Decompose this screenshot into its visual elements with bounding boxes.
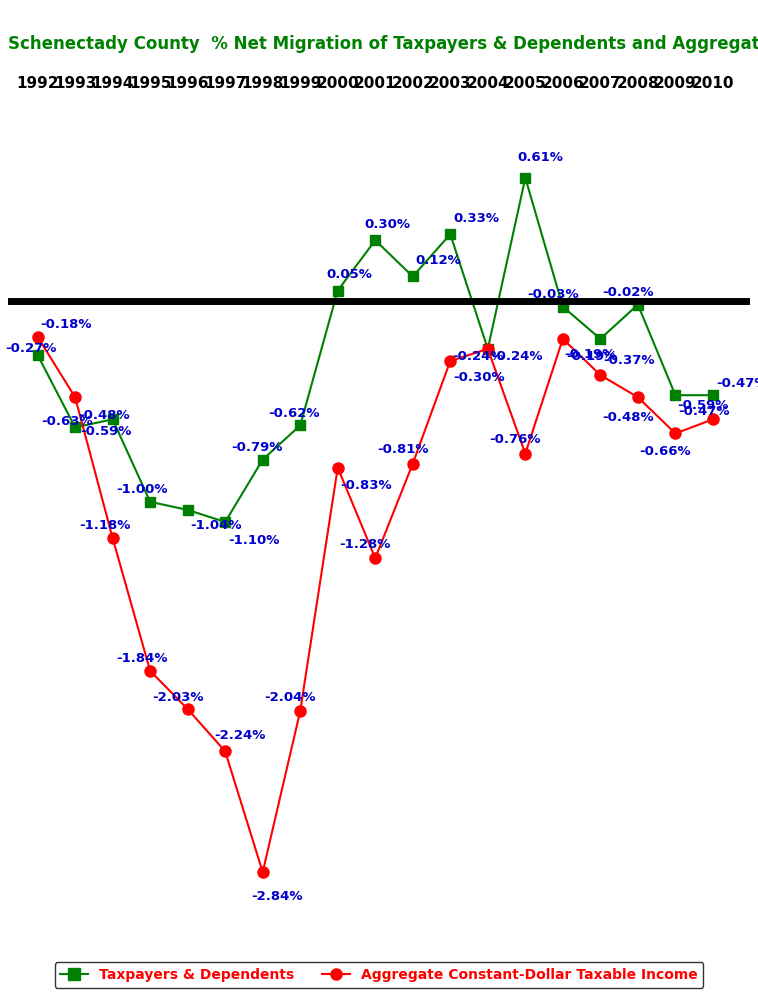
Text: 2004: 2004 bbox=[466, 77, 509, 91]
Text: -0.48%: -0.48% bbox=[602, 411, 654, 423]
Text: 0.30%: 0.30% bbox=[364, 218, 410, 231]
Text: -0.19%: -0.19% bbox=[565, 351, 617, 364]
Text: -2.03%: -2.03% bbox=[152, 691, 203, 704]
Text: 1993: 1993 bbox=[54, 77, 96, 91]
Text: -0.63%: -0.63% bbox=[42, 414, 93, 427]
Text: -0.59%: -0.59% bbox=[81, 424, 132, 438]
Text: 2001: 2001 bbox=[354, 77, 396, 91]
Text: -0.83%: -0.83% bbox=[341, 479, 393, 492]
Text: Schenectady County  % Net Migration of Taxpayers & Dependents and Aggregate Cons: Schenectady County % Net Migration of Ta… bbox=[8, 35, 758, 53]
Text: 1992: 1992 bbox=[17, 77, 59, 91]
Text: -2.84%: -2.84% bbox=[252, 890, 303, 903]
Text: 0.33%: 0.33% bbox=[453, 212, 500, 225]
Text: -0.37%: -0.37% bbox=[603, 355, 655, 368]
Text: -0.47%: -0.47% bbox=[716, 377, 758, 390]
Text: -0.47%: -0.47% bbox=[678, 405, 730, 417]
Text: -1.84%: -1.84% bbox=[117, 652, 168, 665]
Text: -0.02%: -0.02% bbox=[602, 286, 653, 299]
Text: 2005: 2005 bbox=[504, 77, 547, 91]
Text: -0.30%: -0.30% bbox=[453, 371, 505, 384]
Text: -1.10%: -1.10% bbox=[228, 534, 280, 547]
Text: -0.24%: -0.24% bbox=[490, 351, 542, 364]
Text: 1999: 1999 bbox=[279, 77, 321, 91]
Text: 2006: 2006 bbox=[541, 77, 584, 91]
Text: 0.61%: 0.61% bbox=[518, 151, 564, 164]
Text: -0.18%: -0.18% bbox=[41, 318, 92, 331]
Text: -1.28%: -1.28% bbox=[340, 538, 391, 551]
Text: 2007: 2007 bbox=[579, 77, 622, 91]
Text: 0.05%: 0.05% bbox=[327, 268, 372, 281]
Text: 2003: 2003 bbox=[429, 77, 471, 91]
Legend: Taxpayers & Dependents, Aggregate Constant-Dollar Taxable Income: Taxpayers & Dependents, Aggregate Consta… bbox=[55, 962, 703, 988]
Text: -0.79%: -0.79% bbox=[230, 441, 282, 454]
Text: 2000: 2000 bbox=[316, 77, 359, 91]
Text: 2008: 2008 bbox=[616, 77, 659, 91]
Text: -0.62%: -0.62% bbox=[268, 407, 320, 419]
Text: 2010: 2010 bbox=[691, 77, 735, 91]
Text: -2.04%: -2.04% bbox=[265, 691, 316, 704]
Text: -0.81%: -0.81% bbox=[377, 443, 428, 456]
Text: 1996: 1996 bbox=[167, 77, 209, 91]
Text: 1994: 1994 bbox=[92, 77, 134, 91]
Text: 1995: 1995 bbox=[129, 77, 171, 91]
Text: 1998: 1998 bbox=[242, 77, 284, 91]
Text: -2.24%: -2.24% bbox=[214, 729, 265, 742]
Text: 2002: 2002 bbox=[391, 77, 434, 91]
Text: -0.03%: -0.03% bbox=[528, 288, 579, 301]
Text: -0.76%: -0.76% bbox=[490, 433, 541, 446]
Text: -1.00%: -1.00% bbox=[117, 483, 168, 496]
Text: -0.24%: -0.24% bbox=[453, 351, 503, 364]
Text: -0.27%: -0.27% bbox=[6, 342, 57, 356]
Text: -0.48%: -0.48% bbox=[78, 409, 130, 421]
Text: 2009: 2009 bbox=[654, 77, 697, 91]
Text: 0.12%: 0.12% bbox=[416, 253, 462, 266]
Text: -1.04%: -1.04% bbox=[191, 520, 242, 533]
Text: -0.66%: -0.66% bbox=[640, 445, 691, 458]
Text: 1997: 1997 bbox=[204, 77, 246, 91]
Text: -0.59%: -0.59% bbox=[677, 399, 728, 412]
Text: -1.18%: -1.18% bbox=[79, 520, 130, 533]
Text: -0.19%: -0.19% bbox=[565, 349, 616, 362]
